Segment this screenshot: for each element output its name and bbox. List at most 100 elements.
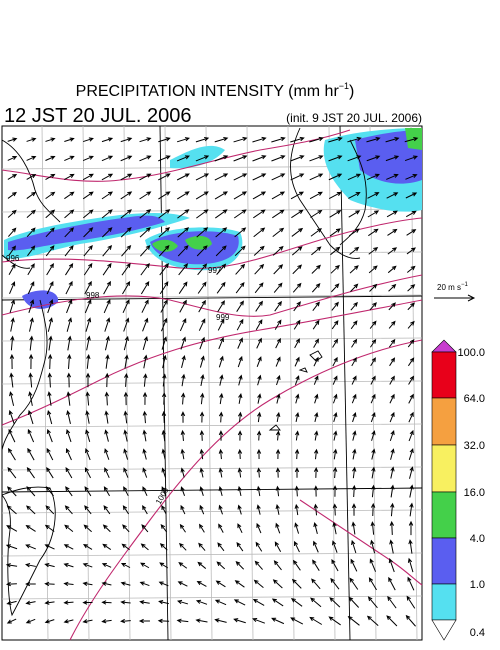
wind-arrow bbox=[237, 411, 243, 423]
wind-arrow bbox=[310, 209, 323, 218]
wind-arrow bbox=[197, 561, 207, 569]
wind-arrow bbox=[63, 563, 74, 568]
wind-arrow bbox=[199, 336, 205, 350]
wind-arrow bbox=[256, 430, 262, 441]
wind-arrow bbox=[407, 576, 415, 591]
wind-arrow bbox=[176, 155, 190, 162]
wind-arrow bbox=[218, 504, 223, 515]
wind-arrow bbox=[275, 467, 281, 478]
wind-arrow bbox=[218, 430, 224, 441]
wind-arrow bbox=[46, 280, 54, 295]
contour-label: 999 bbox=[216, 313, 230, 322]
wind-arrow bbox=[294, 448, 300, 460]
wind-arrow bbox=[272, 245, 284, 256]
wind-arrow bbox=[161, 410, 167, 423]
wind-arrow bbox=[256, 356, 262, 367]
wind-arrow bbox=[389, 375, 395, 385]
wind-arrow bbox=[233, 173, 248, 181]
wind-arrow bbox=[406, 247, 416, 255]
wind-arrow bbox=[28, 372, 33, 388]
wind-arrow bbox=[101, 137, 114, 143]
wind-arrow bbox=[407, 557, 414, 573]
wind-arrow bbox=[352, 466, 357, 479]
wind-arrow bbox=[46, 466, 54, 479]
wind-arrow bbox=[310, 597, 322, 608]
wind-arrow bbox=[254, 560, 263, 570]
wind-arrow bbox=[159, 562, 169, 569]
wind-arrow bbox=[405, 173, 418, 180]
wind-arrow bbox=[309, 173, 324, 181]
wind-arrow bbox=[370, 375, 376, 385]
wind-arrow bbox=[45, 173, 56, 180]
wind-arrow bbox=[290, 617, 304, 625]
wind-arrow bbox=[252, 136, 267, 143]
wind-arrow bbox=[141, 299, 149, 313]
wind-arrow bbox=[405, 210, 417, 218]
grid-line bbox=[328, 125, 336, 641]
wind-arrow bbox=[311, 283, 321, 293]
wind-arrow bbox=[290, 173, 305, 181]
wind-arrow bbox=[158, 137, 171, 143]
wind-arrow bbox=[160, 299, 168, 313]
wind-arrow bbox=[161, 448, 166, 460]
wind-arrow bbox=[408, 448, 414, 461]
wind-arrow bbox=[331, 283, 340, 293]
wind-arrow bbox=[294, 430, 300, 441]
wind-arrow bbox=[140, 562, 150, 569]
wind-arrow bbox=[409, 484, 414, 498]
wind-arrow bbox=[46, 447, 54, 461]
wind-arrow bbox=[65, 280, 73, 295]
wind-arrow bbox=[44, 619, 55, 624]
wind-arrow bbox=[102, 543, 112, 550]
wind-arrow bbox=[102, 244, 113, 257]
wind-arrow bbox=[235, 560, 245, 570]
wind-arrow bbox=[291, 578, 302, 589]
wind-arrow bbox=[47, 317, 53, 332]
wind-arrow bbox=[120, 191, 133, 200]
wind-arrow bbox=[178, 263, 189, 276]
wind-arrow bbox=[105, 354, 110, 369]
wind-arrow bbox=[7, 447, 16, 461]
wind-arrow bbox=[180, 392, 186, 405]
wind-arrow bbox=[366, 136, 381, 143]
wind-arrow bbox=[314, 412, 319, 422]
wind-arrow bbox=[294, 467, 300, 478]
wind-arrow bbox=[386, 615, 398, 627]
wind-arrow bbox=[101, 209, 113, 219]
wind-arrow bbox=[237, 448, 243, 460]
wind-arrow bbox=[274, 319, 282, 330]
wind-arrow bbox=[140, 244, 151, 257]
wind-arrow bbox=[256, 467, 262, 478]
wind-arrow bbox=[367, 210, 380, 218]
wind-arrow bbox=[218, 355, 224, 368]
wind-arrow bbox=[45, 209, 56, 219]
colorbar-label: 1.0 bbox=[470, 579, 485, 591]
wind-arrow bbox=[29, 335, 34, 351]
wind-arrow bbox=[233, 209, 247, 219]
wind-arrow bbox=[5, 581, 17, 587]
wind-arrow bbox=[313, 466, 319, 478]
wind-arrow bbox=[290, 136, 305, 143]
wind-arrow bbox=[103, 486, 110, 497]
wind-arrow bbox=[294, 356, 300, 367]
wind-arrow bbox=[233, 599, 246, 606]
wind-arrow bbox=[158, 600, 169, 605]
wind-arrow bbox=[200, 392, 205, 405]
wind-arrow bbox=[273, 264, 284, 275]
major-line bbox=[339, 125, 351, 641]
wind-arrow bbox=[65, 486, 73, 497]
wind-arrow bbox=[197, 263, 208, 276]
wind-arrow bbox=[370, 539, 376, 554]
wind-arrow bbox=[161, 467, 166, 478]
wind-arrow bbox=[387, 247, 398, 255]
wind-arrow bbox=[367, 192, 380, 199]
wind-arrow bbox=[215, 245, 227, 257]
wind-arrow bbox=[214, 136, 229, 143]
colorbar-label: 4.0 bbox=[470, 533, 485, 545]
wind-arrow bbox=[140, 262, 150, 276]
colorbar-label: 100.0 bbox=[457, 347, 485, 359]
wind-arrow bbox=[406, 595, 416, 609]
wind-arrow bbox=[65, 467, 73, 479]
wind-arrow bbox=[351, 357, 357, 367]
wind-arrow bbox=[349, 246, 360, 255]
